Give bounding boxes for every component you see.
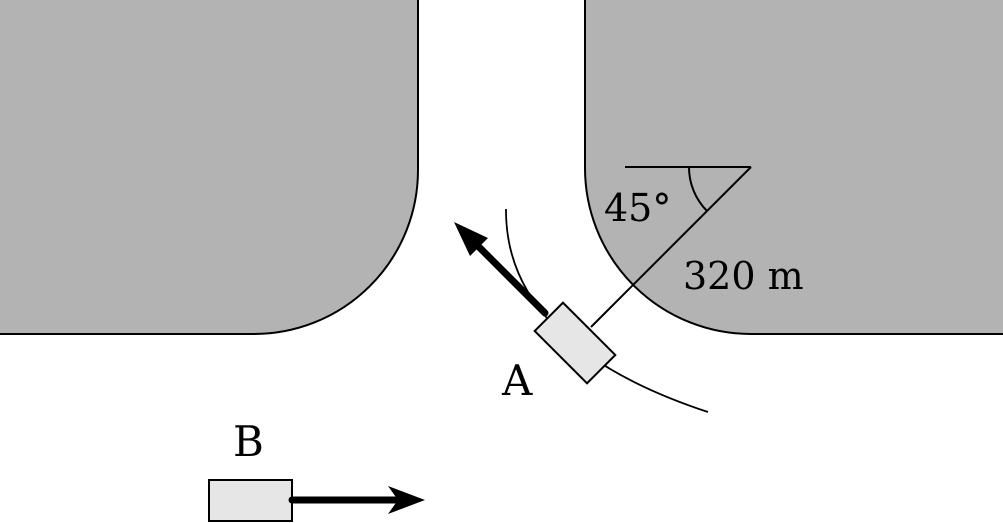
car-a-label: A xyxy=(501,356,533,405)
radius-line xyxy=(590,166,752,328)
car-a xyxy=(533,301,617,385)
car-b-label: B xyxy=(233,417,264,466)
right-block xyxy=(585,0,1003,334)
left-block xyxy=(0,0,418,334)
car-a-arrowhead xyxy=(454,222,488,256)
angle-label: 45° xyxy=(604,186,671,230)
car-b xyxy=(208,479,293,522)
radius-label: 320 m xyxy=(683,254,804,298)
left-block-edge xyxy=(0,0,419,335)
angle-arc xyxy=(687,166,708,212)
car-a-velocity-arrow xyxy=(466,234,549,317)
car-b-arrowhead xyxy=(388,486,425,514)
